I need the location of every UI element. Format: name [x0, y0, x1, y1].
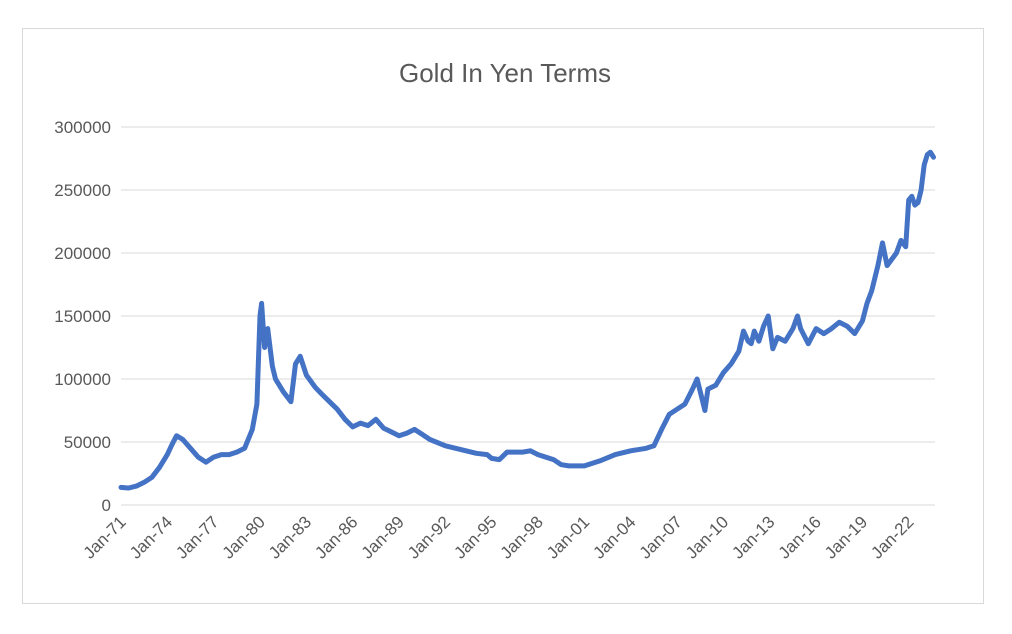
x-tick-label-3: Jan-80 [219, 512, 269, 562]
x-tick-label-11: Jan-04 [589, 512, 639, 562]
y-tick-label-2: 100000 [54, 370, 111, 389]
x-tick-label-14: Jan-13 [728, 512, 778, 562]
x-tick-label-2: Jan-77 [172, 512, 222, 562]
y-tick-label-6: 300000 [54, 118, 111, 137]
y-axis-ticks: 0 50000 100000 150000 200000 250000 300000 [54, 118, 111, 515]
x-tick-label-0: Jan-71 [80, 512, 130, 562]
x-axis-ticks: Jan-71Jan-74Jan-77Jan-80Jan-83Jan-86Jan-… [80, 512, 918, 562]
chart-svg: Gold In Yen Terms 0 50000 100000 150000 2000… [54, 58, 936, 563]
x-tick-label-4: Jan-83 [265, 512, 315, 562]
series-group [118, 149, 936, 491]
x-tick-label-7: Jan-92 [404, 512, 454, 562]
y-tick-label-3: 150000 [54, 307, 111, 326]
x-tick-label-17: Jan-22 [867, 512, 917, 562]
x-tick-label-8: Jan-95 [450, 512, 500, 562]
y-tick-label-0: 0 [102, 496, 111, 515]
x-tick-label-6: Jan-89 [358, 512, 408, 562]
chart-title: Gold In Yen Terms [399, 58, 611, 88]
y-tick-label-4: 200000 [54, 244, 111, 263]
x-tick-label-16: Jan-19 [821, 512, 871, 562]
x-tick-label-12: Jan-07 [636, 512, 686, 562]
y-tick-label-1: 50000 [64, 433, 111, 452]
series-line-0 [118, 149, 936, 491]
x-tick-label-5: Jan-86 [311, 512, 361, 562]
x-tick-label-15: Jan-16 [775, 512, 825, 562]
y-tick-label-5: 250000 [54, 181, 111, 200]
x-tick-label-9: Jan-98 [497, 512, 547, 562]
x-tick-label-13: Jan-10 [682, 512, 732, 562]
x-tick-label-10: Jan-01 [543, 512, 593, 562]
chart-frame: Gold In Yen Terms 0 50000 100000 150000 2000… [22, 28, 984, 604]
x-tick-label-1: Jan-74 [126, 512, 176, 562]
